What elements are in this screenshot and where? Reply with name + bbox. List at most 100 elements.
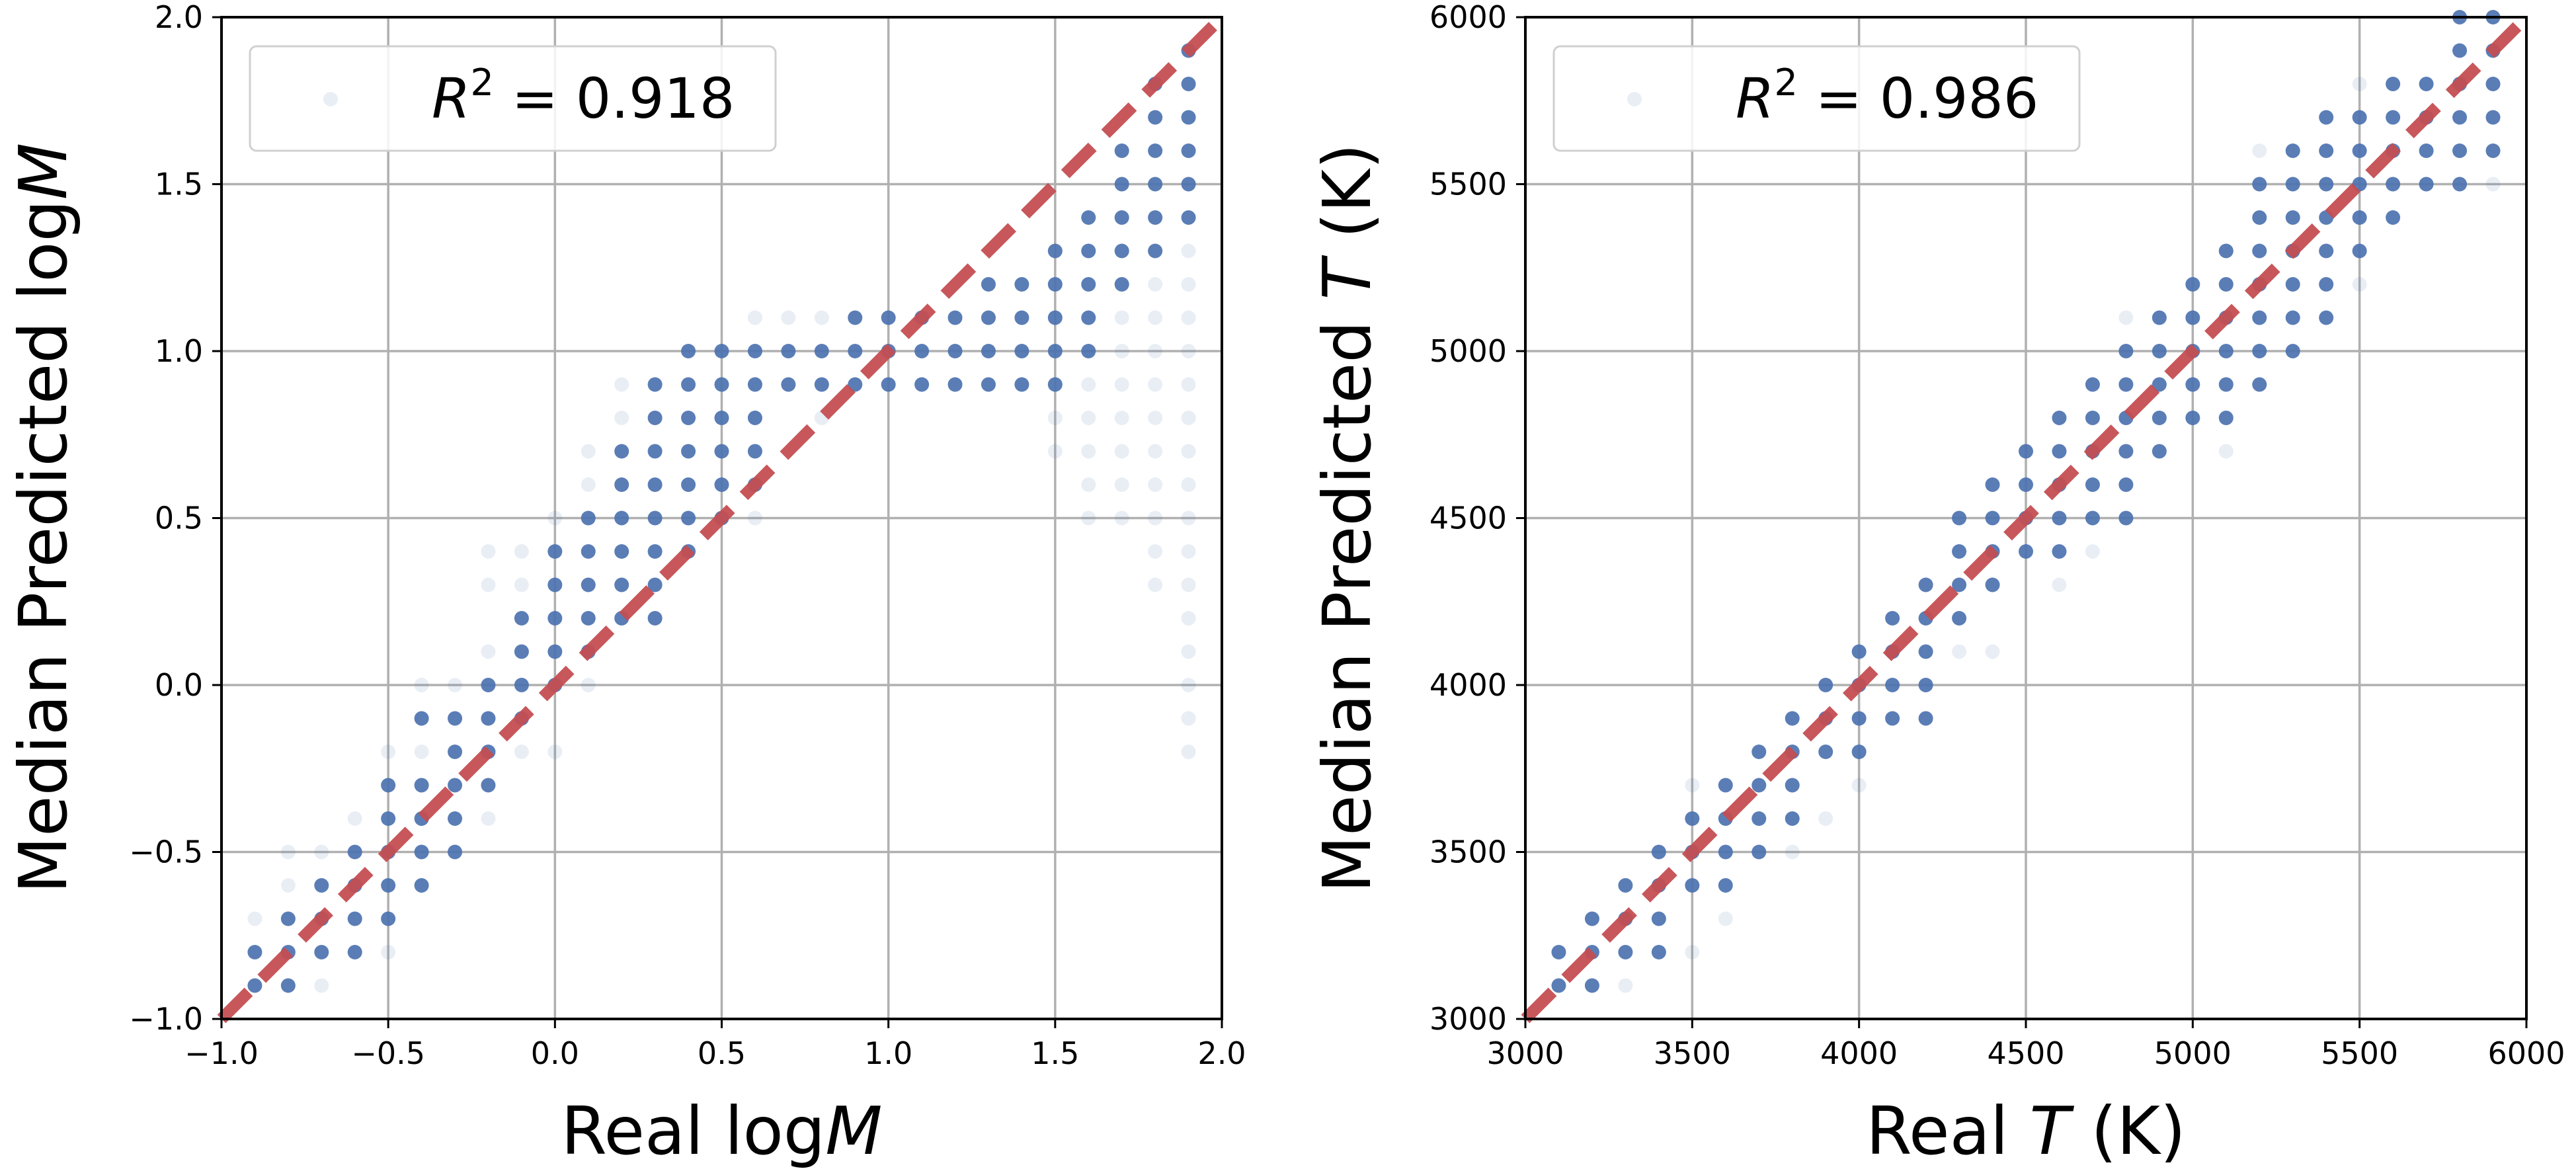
data-point (2185, 377, 2200, 392)
data-point-faint (2052, 577, 2067, 592)
data-point (1584, 911, 1599, 926)
data-point (2252, 210, 2267, 225)
data-point (1584, 978, 1599, 993)
data-point-faint (581, 678, 596, 692)
data-point (381, 878, 396, 893)
data-point (2252, 310, 2267, 325)
x-axis-label-text: Real (1866, 1092, 2029, 1170)
data-point (581, 577, 596, 592)
x-tick-label: 0.5 (698, 1035, 746, 1071)
y-tick-label: 0.5 (155, 501, 203, 536)
data-point (1014, 310, 1029, 325)
data-point (947, 377, 963, 392)
x-tick-label: 6000 (2487, 1035, 2565, 1071)
data-point (2118, 444, 2134, 459)
data-point-faint (1785, 844, 1800, 860)
data-point (1952, 510, 1967, 526)
legend-r: R (1736, 66, 1774, 131)
y-axis-label-text: Median Predicted (1308, 300, 1386, 893)
data-point (280, 978, 296, 993)
data-point-faint (1181, 711, 1196, 726)
data-point-faint (1181, 444, 1196, 459)
data-point (2485, 110, 2501, 125)
data-point (647, 544, 663, 559)
data-point (1014, 277, 1029, 292)
data-point (481, 678, 496, 692)
data-point-faint (614, 411, 629, 425)
y-axis-label-var: M (5, 143, 82, 200)
data-point (1047, 377, 1063, 392)
data-point-faint (280, 878, 296, 893)
data-point-faint (2218, 444, 2234, 459)
data-point (547, 544, 563, 559)
data-point (1851, 711, 1867, 726)
data-point-faint (1081, 444, 1096, 459)
data-point (481, 778, 496, 793)
data-point-faint (481, 811, 496, 826)
data-point (647, 377, 663, 392)
data-point-faint (1148, 444, 1163, 459)
data-point-faint (314, 844, 329, 860)
x-tick-label: 4000 (1820, 1035, 1898, 1071)
data-point (2452, 143, 2468, 158)
legend-value: = 0.918 (494, 66, 735, 131)
data-point (781, 377, 796, 392)
data-point (1618, 945, 1633, 959)
data-point (2386, 110, 2401, 125)
data-point-faint (1181, 678, 1196, 692)
data-point-faint (1081, 377, 1096, 392)
data-point-faint (1148, 510, 1163, 526)
y-tick-label: 1.0 (155, 333, 203, 369)
data-point (2152, 310, 2167, 325)
data-point (1851, 644, 1867, 659)
data-point-faint (247, 911, 262, 926)
data-point (1181, 210, 1196, 225)
data-point (1751, 745, 1767, 759)
data-point (1985, 510, 2000, 526)
data-point (2218, 243, 2234, 259)
legend-r: R (432, 66, 470, 131)
data-point (1885, 678, 1900, 692)
data-point (1047, 277, 1063, 292)
legend-box (249, 45, 777, 152)
data-point-faint (1181, 411, 1196, 425)
data-point-faint (1114, 444, 1129, 459)
data-point-faint (1181, 577, 1196, 592)
data-point-faint (280, 844, 296, 860)
data-point (647, 411, 663, 425)
data-point (2419, 143, 2434, 158)
data-point (647, 444, 663, 459)
data-point-faint (1181, 377, 1196, 392)
data-point (714, 444, 729, 459)
data-point (347, 945, 362, 959)
data-point (2185, 411, 2200, 425)
data-point (914, 377, 930, 392)
data-point (1718, 844, 1733, 860)
data-point-faint (2352, 77, 2367, 91)
data-point-faint (1181, 243, 1196, 259)
x-tick-label: 5000 (2154, 1035, 2232, 1071)
y-tick-label: 4500 (1429, 501, 1507, 536)
data-point (2152, 411, 2167, 425)
data-point-faint (547, 510, 563, 526)
data-point (1918, 644, 1933, 659)
data-point (1685, 811, 1700, 826)
data-point (647, 477, 663, 492)
data-point (314, 878, 329, 893)
x-tick-label: 3000 (1486, 1035, 1564, 1071)
data-point (2152, 344, 2167, 358)
data-point (1751, 844, 1767, 860)
data-point (1047, 243, 1063, 259)
data-point (2452, 177, 2468, 192)
data-point (1985, 577, 2000, 592)
data-point (2152, 377, 2167, 392)
data-point (2085, 510, 2100, 526)
data-point-faint (2085, 544, 2100, 559)
data-point (414, 844, 429, 860)
data-point (2352, 210, 2367, 225)
data-point-faint (581, 444, 596, 459)
data-point (681, 510, 696, 526)
data-point-faint (781, 310, 796, 325)
data-point-faint (1181, 344, 1196, 358)
data-point (2152, 444, 2167, 459)
